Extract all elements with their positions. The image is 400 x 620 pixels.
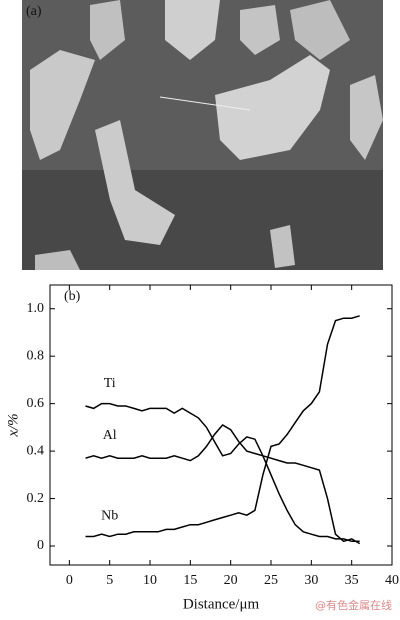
x-tick-label: 10: [143, 573, 157, 588]
y-tick-label: 1.0: [27, 301, 45, 316]
grain: [165, 0, 220, 60]
grain: [30, 50, 95, 160]
x-tick-label: 25: [264, 573, 278, 588]
micrograph: (a): [22, 0, 383, 270]
grain: [215, 55, 330, 160]
x-axis-label: Distance/μm: [183, 596, 260, 612]
x-tick-label: 30: [304, 573, 318, 588]
plot-frame: [49, 284, 393, 566]
grain: [290, 0, 350, 60]
y-tick-label: 0.2: [27, 491, 45, 506]
series-label: Ti: [104, 376, 116, 391]
series-label: Nb: [101, 509, 118, 524]
grain: [270, 225, 295, 268]
grain: [95, 120, 175, 245]
x-tick-label: 5: [106, 573, 113, 588]
watermark: @有色金属在线: [315, 598, 392, 612]
panel-label: (b): [64, 289, 81, 304]
x-tick-label: 15: [183, 573, 197, 588]
x-tick-label: 0: [66, 573, 73, 588]
y-tick-label: 0.4: [27, 443, 45, 458]
panel-label: (a): [26, 4, 42, 19]
series-line: [85, 424, 361, 545]
x-tick-label: 20: [224, 573, 238, 588]
series-line: [85, 315, 360, 538]
y-tick-label: 0.8: [27, 348, 45, 363]
scan-line: [159, 96, 251, 111]
grain: [35, 250, 80, 270]
grain: [350, 75, 383, 160]
series-line: [85, 402, 360, 543]
y-axis-label: x/%: [5, 413, 21, 437]
x-tick-label: 35: [345, 573, 359, 588]
grain: [90, 0, 125, 60]
series-label: Al: [103, 428, 117, 443]
y-tick-label: 0.6: [27, 396, 45, 411]
grain: [240, 5, 280, 55]
dark-region: [22, 170, 383, 270]
x-tick-label: 40: [385, 573, 399, 588]
y-tick-label: 0: [37, 538, 44, 553]
